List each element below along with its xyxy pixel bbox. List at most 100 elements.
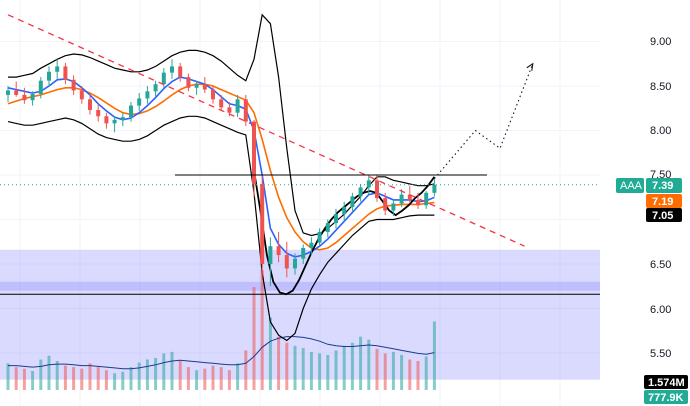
candle-body	[219, 99, 224, 108]
price-tick: 6.50	[650, 259, 671, 271]
price-tick: 6.00	[650, 304, 671, 316]
candle-body	[252, 121, 256, 184]
volume-bar	[154, 357, 158, 390]
candle-body	[284, 255, 289, 269]
candle-body	[301, 247, 306, 259]
volume-average-line	[8, 336, 435, 370]
volume-bar	[408, 359, 412, 390]
volume-bar	[383, 353, 387, 390]
volume-bar	[203, 368, 207, 390]
candle-body	[268, 246, 273, 264]
candle-body	[309, 242, 314, 248]
candle-body	[350, 196, 355, 208]
slow-ma-line	[7, 83, 435, 251]
volume-bar	[186, 367, 190, 390]
candle-body	[276, 246, 281, 256]
volume-bar	[178, 361, 182, 390]
candle-body	[170, 66, 174, 73]
candle-body	[358, 187, 363, 197]
candle-body	[334, 214, 338, 224]
volume-bar	[104, 370, 108, 390]
candle-body	[383, 198, 388, 211]
price-tick: 8.00	[650, 125, 671, 137]
ma-slow-tag: 7.19	[652, 196, 673, 208]
candle-body	[79, 90, 84, 100]
volume-tag: 1.574M	[648, 377, 685, 389]
volume-bar	[211, 365, 215, 390]
volume-bar	[350, 342, 354, 390]
candle-body	[407, 194, 412, 200]
volume-bar	[170, 351, 174, 390]
volume-bar	[293, 345, 297, 390]
volume-bar	[260, 270, 264, 390]
price-zone	[0, 249, 642, 291]
volume-bar	[219, 367, 223, 390]
volume-bar	[359, 336, 363, 390]
indicator-lines	[7, 13, 436, 342]
volume-bar	[145, 359, 149, 390]
candle-body	[375, 180, 379, 199]
volume-bar	[367, 339, 371, 390]
volume-bar	[432, 321, 436, 390]
candle-body	[416, 199, 420, 206]
band-lower-line	[7, 115, 435, 342]
volume-bar	[375, 348, 379, 390]
volume-bar	[121, 371, 125, 390]
candle-body	[227, 107, 232, 113]
ma-slow-tag-bg	[646, 194, 682, 208]
volume-bar	[129, 367, 133, 390]
candle-body	[186, 77, 191, 88]
volume-bar	[88, 363, 92, 390]
volume-bar	[96, 367, 100, 390]
volume-bar	[47, 355, 51, 390]
volume-bar	[6, 363, 10, 390]
price-tick: 8.50	[650, 81, 671, 93]
symbol-price-label[interactable]: AAA 7.39	[616, 178, 682, 193]
volume-bar	[137, 362, 141, 390]
candle-body	[47, 71, 51, 81]
candle-body	[161, 72, 166, 85]
volume-bar	[416, 361, 420, 390]
black-line-tag: 7.05	[652, 210, 673, 222]
candle-body	[104, 116, 109, 124]
candle-body	[424, 192, 429, 206]
price-axis[interactable]: 9.00 8.50 8.00 7.50 7.00 6.50 6.00 5.50 …	[600, 0, 690, 406]
volume-bar	[195, 370, 199, 390]
volume-bar	[301, 348, 305, 390]
candle-body	[38, 80, 43, 95]
volume-bar	[268, 317, 272, 390]
volume-bars	[6, 270, 436, 390]
candle-body	[71, 79, 76, 91]
candle-body	[14, 90, 19, 95]
candle-body	[120, 117, 125, 120]
candle-body	[55, 66, 60, 72]
price-tick: 9.00	[650, 36, 671, 48]
candle-body	[194, 84, 199, 88]
volume-bar	[424, 356, 428, 390]
price-tick: 5.50	[650, 348, 671, 360]
last-price-tag: 7.39	[652, 180, 673, 192]
candle-body	[399, 194, 404, 204]
volume-bar	[334, 350, 338, 390]
drawing-overlay	[0, 14, 642, 295]
volume-bar	[55, 361, 59, 390]
candle-body	[366, 180, 371, 188]
volume-tag-bg	[644, 375, 688, 389]
volume-bar	[285, 342, 289, 390]
volume-bar	[326, 354, 330, 390]
candle-body	[293, 258, 297, 269]
volume-bar	[227, 370, 231, 390]
volume-bar	[72, 367, 76, 390]
volume-bar	[252, 287, 256, 390]
candle-body	[96, 110, 101, 117]
symbol-tag-bg	[616, 178, 644, 193]
candle-body	[325, 223, 330, 232]
candle-body	[63, 66, 68, 80]
volume-bar	[31, 370, 35, 390]
black-line-tag-bg	[646, 208, 682, 222]
candle-body	[137, 98, 142, 106]
candle-body	[260, 183, 265, 264]
candle-body	[145, 91, 150, 99]
projection-path	[433, 63, 534, 179]
